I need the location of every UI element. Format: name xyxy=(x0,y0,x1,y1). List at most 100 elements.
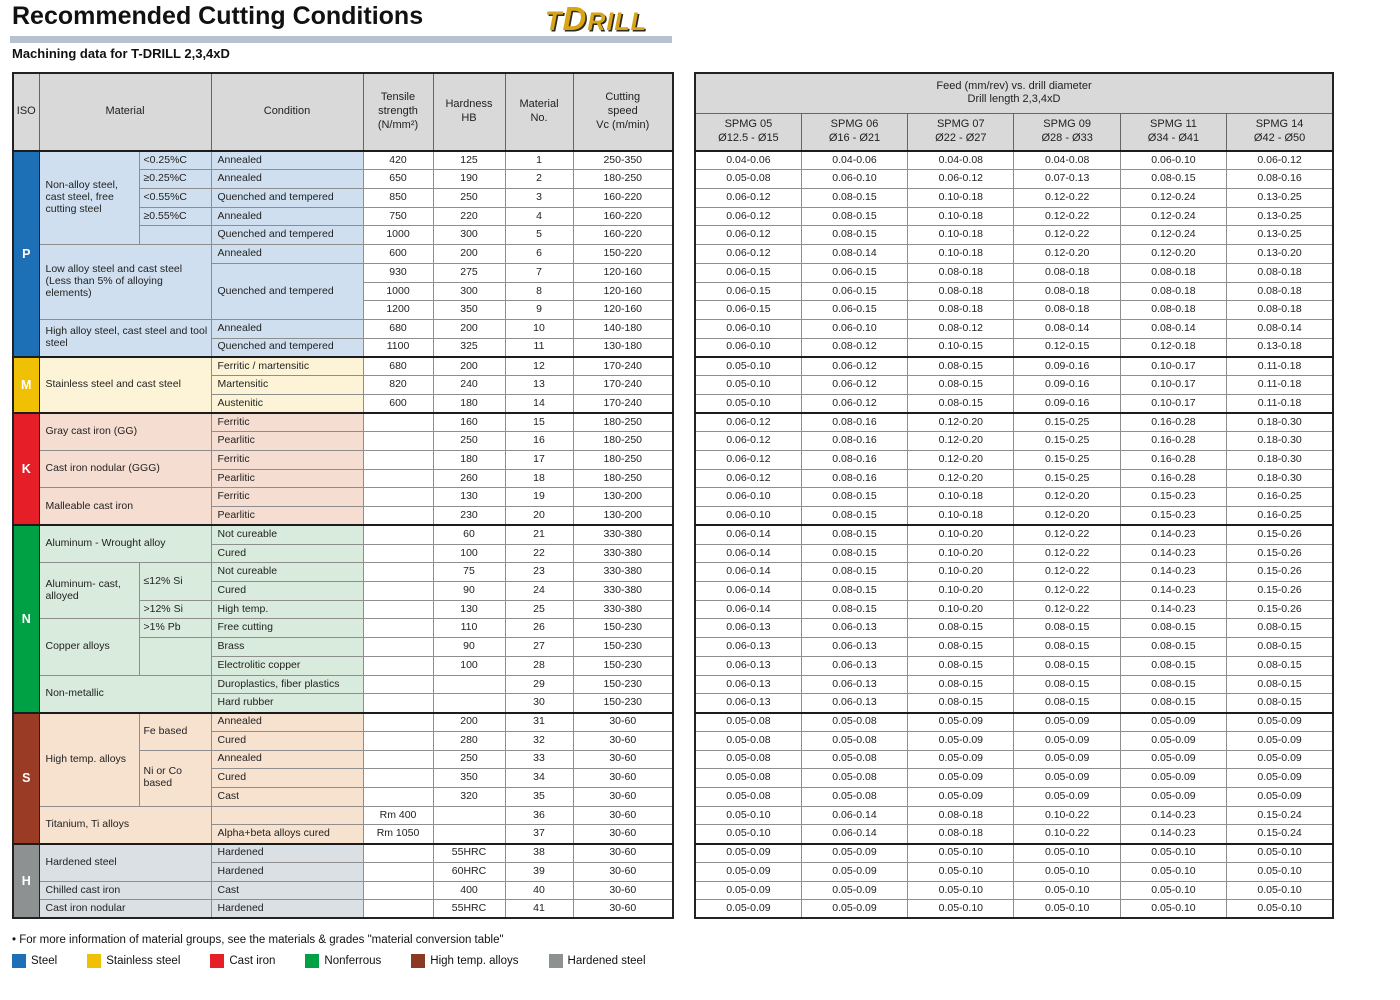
material-no-cell: 18 xyxy=(504,468,574,489)
feed-row-10: 0.06-0.10 0.06-0.10 0.08-0.12 0.08-0.14 0.08… xyxy=(694,318,1334,339)
feed-row-14: 0.05-0.10 0.06-0.12 0.08-0.15 0.09-0.16 0.10… xyxy=(694,393,1334,414)
feed-cell: 0.08-0.15 xyxy=(800,581,909,601)
material-cell: Non-metallic xyxy=(38,674,212,714)
material-no-cell: 4 xyxy=(504,206,574,227)
feed-cell: 0.14-0.23 xyxy=(1119,805,1228,826)
feed-cell: 0.05-0.08 xyxy=(694,768,802,788)
feed-cell: 0.06-0.14 xyxy=(694,599,802,620)
feed-cell: 0.08-0.15 xyxy=(800,524,909,545)
hardness-cell: 200 xyxy=(432,355,506,377)
condition-cell: Pearlitic xyxy=(210,431,364,451)
tensile-cell: 850 xyxy=(362,187,434,208)
feed-cell: 0.12-0.20 xyxy=(907,450,1015,470)
tensile-cell: 680 xyxy=(362,318,434,339)
feed-cell: 0.05-0.09 xyxy=(907,786,1015,807)
footnote: • For more information of material group… xyxy=(12,934,504,946)
hardness-cell xyxy=(432,693,506,714)
tensile-cell: 1200 xyxy=(362,300,434,320)
hardness-cell: 220 xyxy=(432,206,506,227)
feed-row-19: 0.06-0.10 0.08-0.15 0.10-0.18 0.12-0.20 0.15… xyxy=(694,487,1334,508)
feed-cell: 0.05-0.08 xyxy=(800,730,909,751)
material-sub-cell: ≤12% Si xyxy=(138,562,212,601)
feed-cell: 0.13-0.20 xyxy=(1226,244,1334,264)
feed-cell: 0.06-0.14 xyxy=(694,524,802,545)
feed-cell: 0.08-0.12 xyxy=(800,337,909,358)
hardness-cell: 125 xyxy=(432,150,506,171)
feed-cell: 0.10-0.20 xyxy=(907,524,1015,545)
material-no-cell: 31 xyxy=(504,711,574,732)
condition-cell: Cast xyxy=(210,880,364,901)
condition-cell: Hardened xyxy=(210,899,364,919)
condition-cell: Cured xyxy=(210,543,364,564)
cutting-row-12: M Stainless steel and cast steel Ferritic … xyxy=(12,355,674,414)
feed-cell: 0.05-0.08 xyxy=(694,730,802,751)
cutting-speed-cell: 140-180 xyxy=(572,318,674,339)
feed-cell: 0.05-0.08 xyxy=(694,711,802,732)
header-condition: Condition xyxy=(210,72,364,152)
feed-cell: 0.05-0.09 xyxy=(1226,786,1334,807)
tensile-cell xyxy=(362,412,434,433)
feed-cell: 0.13-0.25 xyxy=(1226,206,1334,227)
feed-cell: 0.08-0.18 xyxy=(1119,262,1228,283)
feed-cell: 0.08-0.16 xyxy=(800,468,909,489)
feed-cell: 0.08-0.18 xyxy=(1013,300,1121,320)
feed-table: Feed (mm/rev) vs. drill diameter Drill le… xyxy=(694,72,1334,920)
feed-row-4: 0.06-0.12 0.08-0.15 0.10-0.18 0.12-0.22 0.12… xyxy=(694,206,1334,227)
feed-cell: 0.05-0.09 xyxy=(800,899,909,919)
feed-cell: 0.05-0.09 xyxy=(1119,768,1228,788)
feed-cell: 0.08-0.15 xyxy=(907,674,1015,695)
condition-cell: Annealed xyxy=(210,150,364,171)
feed-cell: 0.05-0.09 xyxy=(1013,749,1121,770)
material-no-cell: 1 xyxy=(504,150,574,171)
header-material-no: Material No. xyxy=(504,72,574,152)
feed-cell: 0.12-0.22 xyxy=(1013,225,1121,246)
feed-col-header-2: SPMG 06 Ø16 - Ø21 xyxy=(800,112,909,152)
feed-cell: 0.06-0.10 xyxy=(694,506,802,526)
cutting-conditions-table: ISO Material Condition Tensile strength … xyxy=(12,72,674,920)
condition-cell: Cured xyxy=(210,768,364,788)
condition-cell: Annealed xyxy=(210,169,364,189)
condition-cell: Annealed xyxy=(210,711,364,732)
feed-cell: 0.08-0.15 xyxy=(800,487,909,508)
feed-cell: 0.05-0.09 xyxy=(1226,711,1334,732)
feed-cell: 0.05-0.10 xyxy=(1226,899,1334,919)
tensile-cell xyxy=(362,842,434,863)
cutting-speed-cell: 130-200 xyxy=(572,506,674,526)
material-no-cell: 17 xyxy=(504,450,574,470)
feed-cell: 0.10-0.18 xyxy=(907,225,1015,246)
feed-cell: 0.09-0.16 xyxy=(1013,355,1121,377)
feed-cell: 0.05-0.09 xyxy=(1013,786,1121,807)
hardness-cell: 180 xyxy=(432,450,506,470)
condition-cell: Duroplastics, fiber plastics xyxy=(210,674,364,695)
material-cell: Cast iron nodular (GGG) xyxy=(38,449,212,489)
tensile-cell xyxy=(362,899,434,919)
hardness-cell: 200 xyxy=(432,711,506,732)
feed-cell: 0.05-0.10 xyxy=(694,393,802,414)
tensile-cell xyxy=(362,487,434,508)
material-cell: High alloy steel, cast steel and tool st… xyxy=(38,318,212,358)
feed-cell: 0.06-0.12 xyxy=(694,431,802,451)
tensile-cell xyxy=(362,786,434,807)
feed-cell: 0.10-0.17 xyxy=(1119,375,1228,395)
feed-cell: 0.08-0.18 xyxy=(1013,281,1121,302)
cutting-speed-cell: 170-240 xyxy=(572,355,674,377)
condition-cell: Alpha+beta alloys cured xyxy=(210,824,364,845)
header-tensile: Tensile strength (N/mm²) xyxy=(362,72,434,152)
hardness-cell: 130 xyxy=(432,599,506,620)
feed-row-6: 0.06-0.12 0.08-0.14 0.10-0.18 0.12-0.20 0.12… xyxy=(694,244,1334,264)
material-cell: Copper alloys xyxy=(38,618,140,676)
cutting-speed-cell: 180-250 xyxy=(572,431,674,451)
feed-cell: 0.08-0.15 xyxy=(1119,674,1228,695)
feed-cell: 0.08-0.18 xyxy=(907,824,1015,845)
legend-label: Hardened steel xyxy=(567,955,646,967)
cutting-speed-cell: 30-60 xyxy=(572,711,674,732)
cutting-row-36: Titanium, Ti alloys Rm 400 36 30-60 xyxy=(13,805,674,845)
feed-row-24: 0.06-0.14 0.08-0.15 0.10-0.20 0.12-0.22 0.14… xyxy=(694,581,1334,601)
feed-cell: 0.05-0.09 xyxy=(694,880,802,901)
feed-row-41: 0.05-0.09 0.05-0.09 0.05-0.10 0.05-0.10 0.05… xyxy=(694,899,1334,919)
iso-group-S: S xyxy=(12,711,40,845)
feed-row-36: 0.05-0.10 0.06-0.14 0.08-0.18 0.10-0.22 0.14… xyxy=(694,805,1334,826)
feed-cell: 0.05-0.10 xyxy=(1226,880,1334,901)
feed-cell: 0.05-0.09 xyxy=(1226,749,1334,770)
cutting-speed-cell: 30-60 xyxy=(572,749,674,770)
